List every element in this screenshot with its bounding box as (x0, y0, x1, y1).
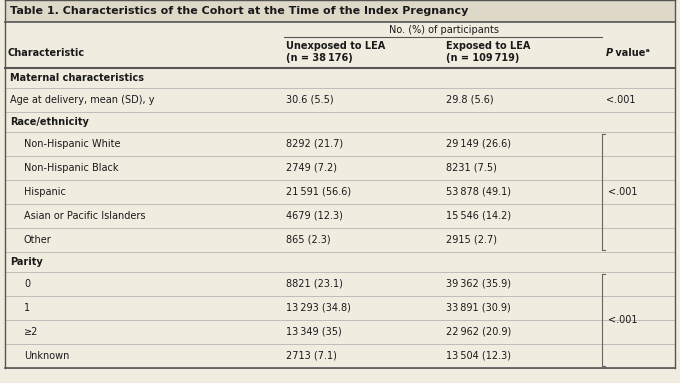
Bar (5, 228, 675, 252)
Bar (5, 68, 675, 88)
Text: Age at delivery, mean (SD), y: Age at delivery, mean (SD), y (10, 95, 154, 105)
Text: 13 293 (34.8): 13 293 (34.8) (286, 303, 351, 313)
Text: 8821 (23.1): 8821 (23.1) (286, 279, 343, 289)
Text: 4679 (12.3): 4679 (12.3) (286, 211, 343, 221)
Text: 2713 (7.1): 2713 (7.1) (286, 351, 337, 361)
Text: 1: 1 (24, 303, 30, 313)
Text: 0: 0 (24, 279, 30, 289)
Text: Exposed to LEA
(n = 109 719): Exposed to LEA (n = 109 719) (446, 41, 530, 63)
Bar (5, 252, 675, 272)
Bar (5, 272, 675, 296)
Text: 29 149 (26.6): 29 149 (26.6) (446, 139, 511, 149)
Text: Parity: Parity (10, 257, 43, 267)
Text: Non-Hispanic White: Non-Hispanic White (24, 139, 120, 149)
Bar (5, 38, 675, 68)
Text: Race/ethnicity: Race/ethnicity (10, 117, 89, 127)
Text: 39 362 (35.9): 39 362 (35.9) (446, 279, 511, 289)
Text: Asian or Pacific Islanders: Asian or Pacific Islanders (24, 211, 146, 221)
Text: <.001: <.001 (606, 95, 636, 105)
Bar (5, 88, 675, 112)
Text: 8231 (7.5): 8231 (7.5) (446, 163, 497, 173)
Text: 33 891 (30.9): 33 891 (30.9) (446, 303, 511, 313)
Text: <.001: <.001 (608, 315, 638, 325)
Bar (5, 204, 675, 228)
Bar (5, 0, 675, 22)
Text: 865 (2.3): 865 (2.3) (286, 235, 330, 245)
Text: 53 878 (49.1): 53 878 (49.1) (446, 187, 511, 197)
Text: Table 1. Characteristics of the Cohort at the Time of the Index Pregnancy: Table 1. Characteristics of the Cohort a… (10, 6, 469, 16)
Text: Unknown: Unknown (24, 351, 69, 361)
Text: P: P (606, 48, 613, 58)
Text: Hispanic: Hispanic (24, 187, 66, 197)
Text: No. (%) of participants: No. (%) of participants (389, 25, 499, 35)
Text: 13 349 (35): 13 349 (35) (286, 327, 342, 337)
Text: 29.8 (5.6): 29.8 (5.6) (446, 95, 494, 105)
Text: 15 546 (14.2): 15 546 (14.2) (446, 211, 511, 221)
Text: 22 962 (20.9): 22 962 (20.9) (446, 327, 511, 337)
Bar (5, 156, 675, 180)
Text: Non-Hispanic Black: Non-Hispanic Black (24, 163, 118, 173)
Text: Other: Other (24, 235, 52, 245)
Bar (5, 22, 675, 38)
Text: valueᵃ: valueᵃ (612, 48, 650, 58)
Bar (5, 320, 675, 344)
Text: 2749 (7.2): 2749 (7.2) (286, 163, 337, 173)
Text: 21 591 (56.6): 21 591 (56.6) (286, 187, 351, 197)
Text: 13 504 (12.3): 13 504 (12.3) (446, 351, 511, 361)
Text: 8292 (21.7): 8292 (21.7) (286, 139, 343, 149)
Text: 30.6 (5.5): 30.6 (5.5) (286, 95, 334, 105)
Text: 2915 (2.7): 2915 (2.7) (446, 235, 497, 245)
Bar (5, 296, 675, 320)
Text: Characteristic: Characteristic (8, 48, 85, 58)
Bar (5, 180, 675, 204)
Text: Maternal characteristics: Maternal characteristics (10, 73, 144, 83)
Text: ≥2: ≥2 (24, 327, 38, 337)
Bar (5, 112, 675, 132)
Bar (5, 344, 675, 368)
Text: Unexposed to LEA
(n = 38 176): Unexposed to LEA (n = 38 176) (286, 41, 386, 63)
Bar (5, 132, 675, 156)
Text: <.001: <.001 (608, 187, 638, 197)
